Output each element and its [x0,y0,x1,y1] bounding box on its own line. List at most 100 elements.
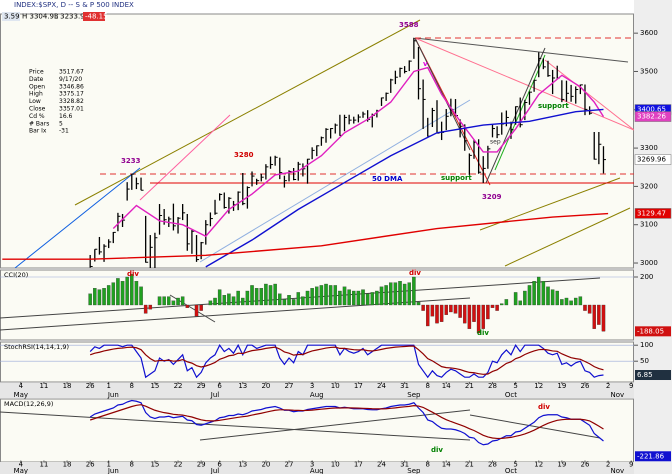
info-key: Low [29,98,41,105]
cci-bar [361,289,365,306]
cci-bar [185,304,190,308]
price-panel [0,13,634,269]
cci-bar [208,300,213,306]
x-tick-label: 3 [310,461,314,469]
month-label: Aug [310,391,324,399]
annotation: support [538,102,569,110]
annotation: v [423,60,428,68]
info-value: 3328.82 [59,98,84,105]
cci-bar [157,296,162,306]
cci-bar [486,304,490,320]
cci-bar [352,290,356,306]
cci-bar [120,281,125,306]
x-tick-label: 10 [331,382,340,390]
cci-bar [495,304,499,311]
cci-bar [171,300,176,306]
x-tick-label: 26 [581,382,590,390]
price-label-box [634,154,672,165]
x-tick-label: 2 [606,461,610,469]
moving-average [2,212,609,260]
month-label: Jun [107,467,119,474]
x-tick-label: 21 [465,461,474,469]
cci-bar [407,282,412,306]
indicator-line [89,345,604,375]
month-label: Oct [505,391,517,399]
cci-bar [287,295,291,306]
cci-bar [523,290,527,306]
cci-bar [347,289,351,306]
cci-bar [278,293,282,306]
x-tick-label: 8 [426,461,430,469]
cci-bar [592,304,596,329]
x-tick-label: 26 [86,461,95,469]
cci-bar [305,290,310,306]
y-tick-label: 3200 [640,182,658,190]
x-tick-label: 18 [63,461,72,469]
price-plot [2,37,609,268]
x-tick-label: 6 [217,461,222,469]
panel-title: StochRSI(14,14,1,9) [4,343,69,351]
trend-line [14,167,141,268]
annotation: 50 DMA [372,175,403,183]
cci-bar [130,274,134,306]
x-tick-label: 19 [557,382,566,390]
cci-bar [139,286,143,306]
cci-bar [134,281,139,306]
cci-bar [222,295,227,306]
cci-bar [213,297,217,306]
x-tick-label: 1 [106,382,110,390]
cci-bar [102,288,106,306]
cci-bar [513,292,518,306]
info-value: -31 [59,128,69,135]
month-label: Sep [407,391,421,399]
info-value: 3346.86 [59,83,84,90]
cci-bar [310,288,314,306]
trend-line [139,114,231,201]
x-tick-label: 9 [629,461,633,469]
cci-bar [217,289,222,306]
cci-bar [467,304,472,329]
cci-bar [268,285,273,306]
x-tick-label: 31 [400,461,409,469]
trend-line [414,37,471,151]
cci-bar [356,290,361,306]
cci-bar [564,297,569,306]
cci-plot [0,274,634,334]
month-label: Jul [210,391,220,399]
x-tick-label: 22 [174,382,183,390]
trend-line [414,37,634,131]
month-label: Oct [505,467,517,474]
value-label: -221.86 [637,452,665,460]
info-value: 5 [59,120,63,127]
trend-line [469,414,601,439]
x-tick-label: 11 [39,461,48,469]
value-label: 6.85 [637,371,653,379]
cci-bar [412,276,416,306]
cci-bar [536,276,541,306]
info-value: 3517.67 [59,69,84,76]
x-tick-label: 28 [488,382,497,390]
annotation: div [431,446,443,454]
x-tick-label: 29 [197,382,206,390]
x-tick-label: 17 [354,382,363,390]
cci-bar [93,288,97,306]
x-tick-label: 5 [513,461,517,469]
chart-title: INDEX:$SPX, D -- S & P 500 INDEX [14,1,134,9]
x-tick-label: 4 [19,461,24,469]
cci-bar [430,304,435,317]
cci-bar [439,304,444,322]
cci-bar [301,296,305,306]
x-tick-label: 2 [606,382,610,390]
month-label: Nov [611,391,625,399]
x-tick-label: 13 [238,461,247,469]
cci-bar [194,304,199,317]
info-key: Close [29,106,46,113]
cci-bar [319,285,324,306]
cci-bar [180,296,185,306]
x-tick-label: 9 [629,382,633,390]
x-tick-label: 27 [285,461,294,469]
month-label: Jun [107,391,119,399]
cci-bar [476,304,481,334]
moving-average [205,108,604,268]
cci-bar [421,304,425,311]
